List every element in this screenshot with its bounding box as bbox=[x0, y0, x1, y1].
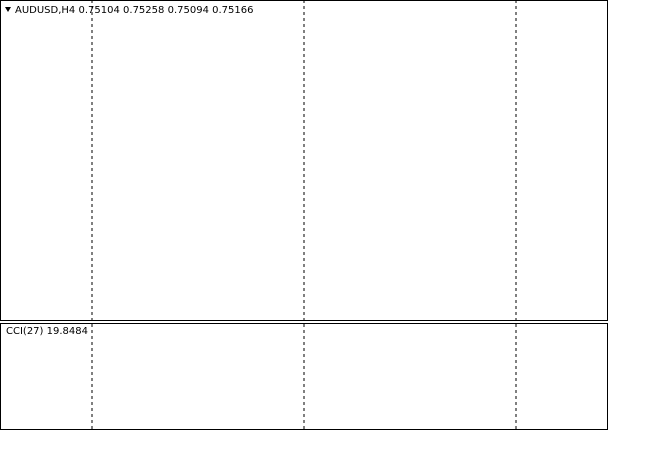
open-value: 0.75104 bbox=[78, 5, 119, 16]
indicator-name: CCI(27) bbox=[6, 326, 44, 337]
close-value: 0.75166 bbox=[212, 5, 253, 16]
price-panel-border bbox=[0, 0, 608, 321]
indicator-panel-border bbox=[0, 323, 608, 430]
chart-header: AUDUSD,H4 0.75104 0.75258 0.75094 0.7516… bbox=[15, 5, 253, 16]
menu-arrow bbox=[5, 7, 11, 12]
high-value: 0.75258 bbox=[123, 5, 164, 16]
indicator-value: 19.8484 bbox=[47, 326, 88, 337]
indicator-header: CCI(27) 19.8484 bbox=[6, 326, 88, 337]
symbol: AUDUSD,H4 bbox=[15, 5, 75, 16]
low-value: 0.75094 bbox=[168, 5, 209, 16]
